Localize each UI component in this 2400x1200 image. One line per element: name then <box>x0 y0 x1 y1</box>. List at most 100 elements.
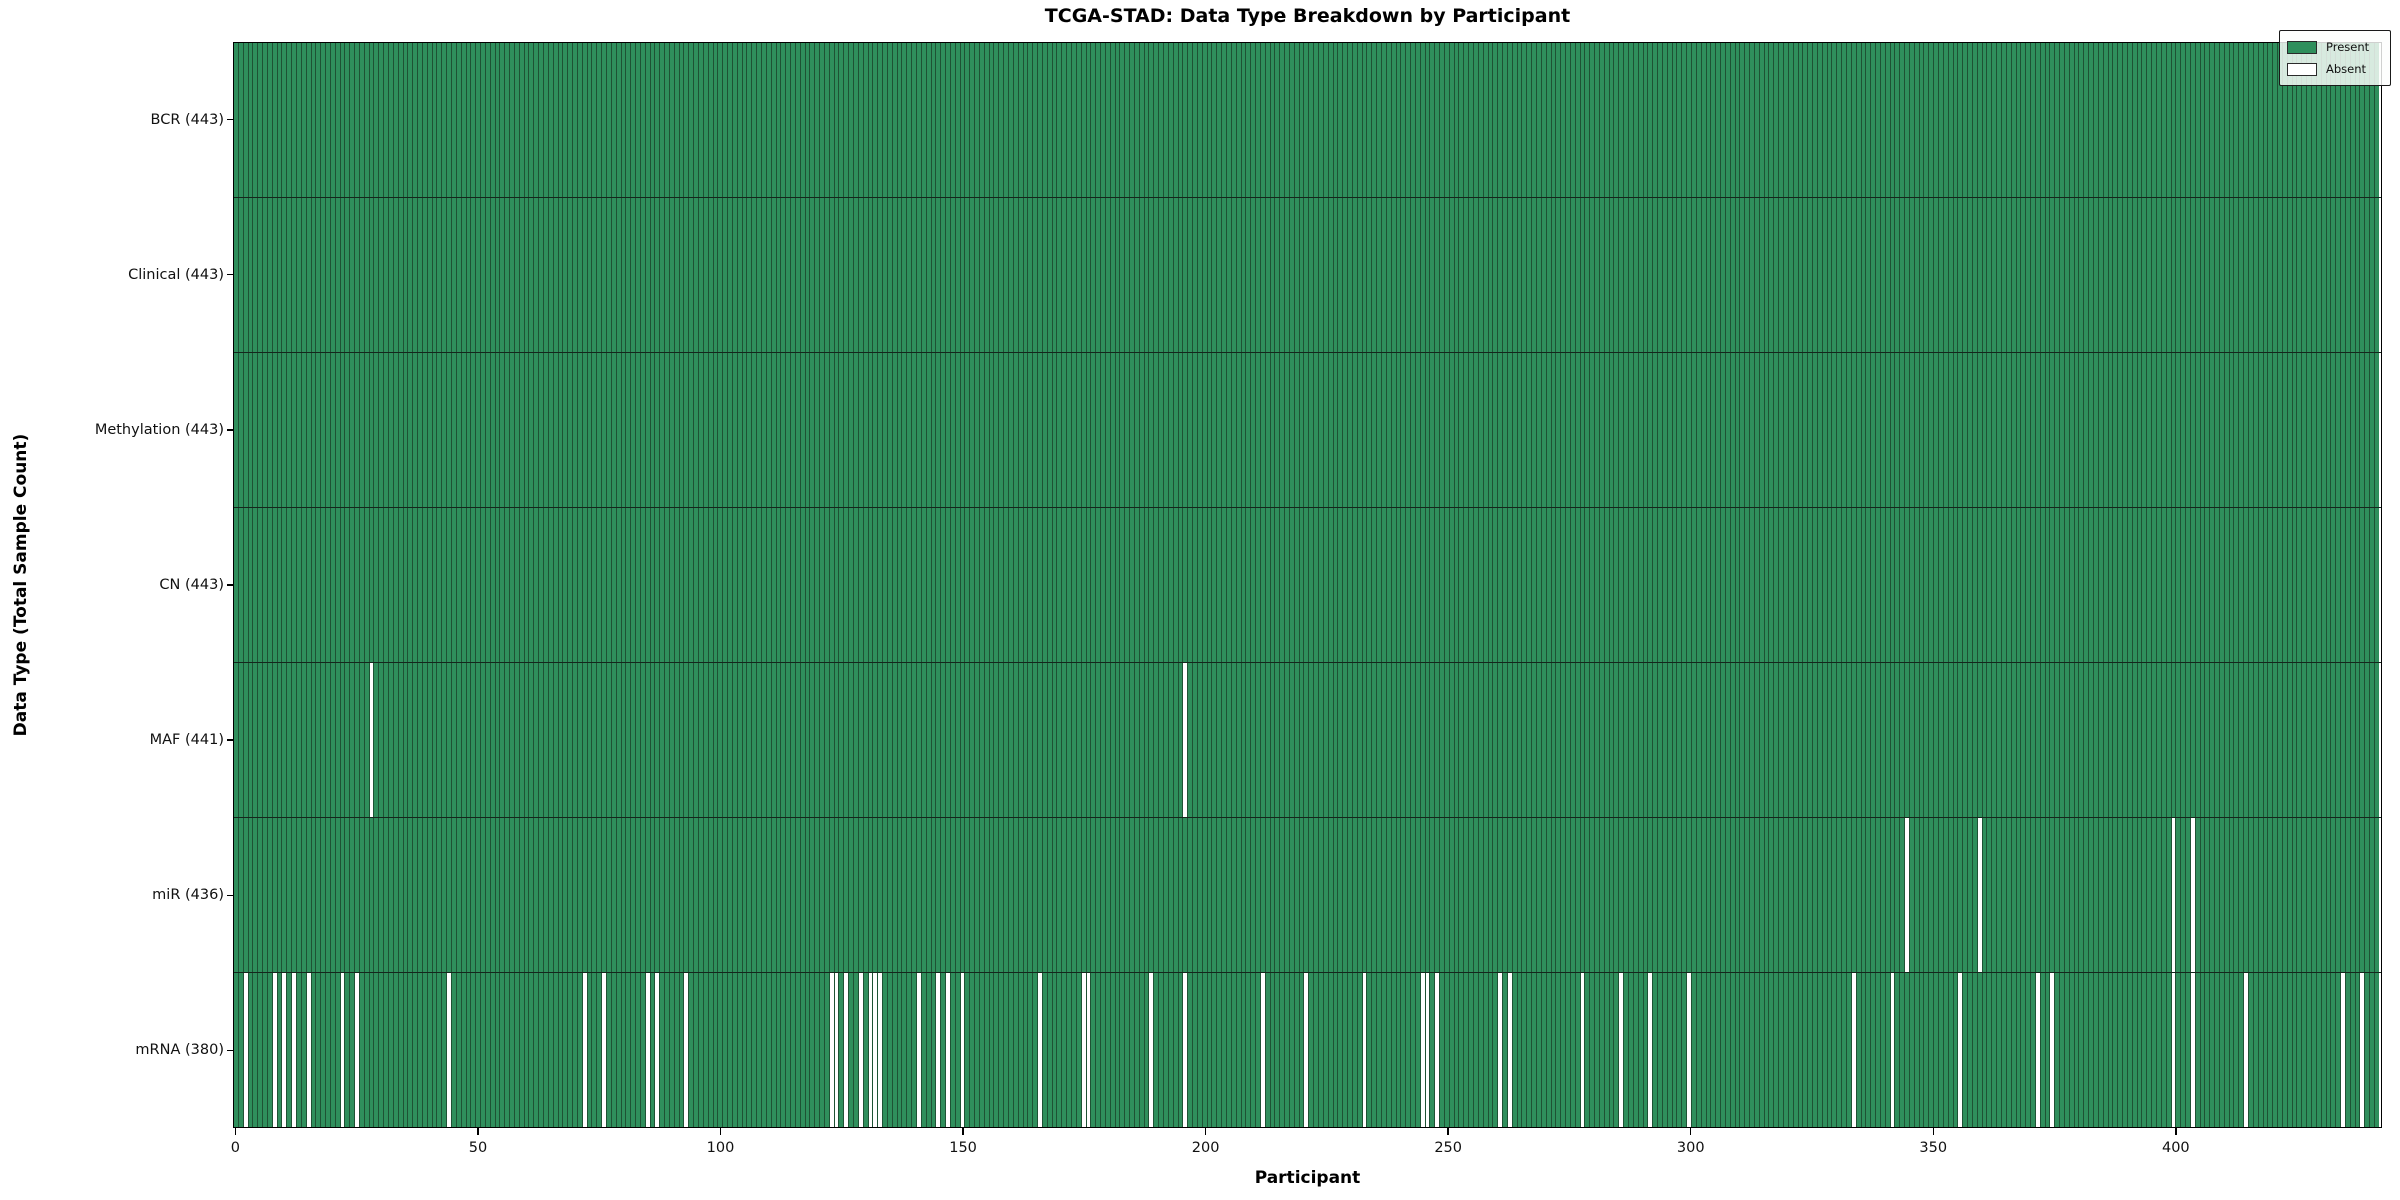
cell <box>2010 973 2016 1127</box>
cell <box>635 508 640 662</box>
cell <box>2078 198 2084 352</box>
cell <box>605 973 611 1127</box>
cell <box>354 353 359 507</box>
cell <box>1884 818 1890 972</box>
cell <box>1976 198 1982 352</box>
cell <box>790 508 795 662</box>
cell <box>504 973 510 1127</box>
cell <box>1826 818 1832 972</box>
cell <box>1807 508 1813 662</box>
cell <box>659 973 665 1127</box>
cell <box>383 973 388 1127</box>
cell <box>2223 818 2229 972</box>
cell <box>2286 198 2292 352</box>
cell <box>1410 508 1415 662</box>
cell <box>770 43 776 197</box>
cell <box>557 353 563 507</box>
cell <box>698 43 703 197</box>
cell <box>2325 198 2331 352</box>
cell <box>1395 43 1401 197</box>
cell <box>2310 43 2316 197</box>
cell <box>1104 508 1110 662</box>
cell <box>247 818 253 972</box>
cell <box>1255 663 1260 817</box>
cell <box>857 663 863 817</box>
cell <box>1487 973 1493 1127</box>
cell <box>2063 663 2069 817</box>
cell <box>1850 43 1856 197</box>
cell <box>373 663 379 817</box>
cell <box>969 818 975 972</box>
cell <box>1477 43 1483 197</box>
cell <box>2325 508 2331 662</box>
cell <box>363 663 369 817</box>
cell <box>494 198 500 352</box>
cell <box>2044 663 2050 817</box>
cell <box>412 508 418 662</box>
cell <box>1342 508 1348 662</box>
cell <box>1841 973 1846 1127</box>
cell <box>1632 508 1638 662</box>
cell <box>2044 43 2050 197</box>
cell <box>562 508 568 662</box>
cell <box>2141 43 2147 197</box>
cell <box>1046 663 1052 817</box>
cell <box>1555 508 1561 662</box>
cell <box>1109 508 1115 662</box>
cell <box>2214 973 2219 1127</box>
cell <box>1724 973 1730 1127</box>
cell <box>1758 508 1764 662</box>
cell <box>484 198 490 352</box>
cell <box>392 663 398 817</box>
cell <box>790 43 795 197</box>
cell <box>1569 663 1575 817</box>
cell <box>1100 43 1105 197</box>
cell <box>1225 353 1231 507</box>
cell <box>349 973 355 1127</box>
cell <box>383 43 388 197</box>
cell <box>1192 663 1197 817</box>
cell <box>2262 43 2268 197</box>
cell <box>1259 43 1265 197</box>
cell <box>1666 663 1672 817</box>
cell <box>601 663 606 817</box>
cell <box>814 973 820 1127</box>
cell <box>2078 353 2084 507</box>
cell <box>1419 818 1425 972</box>
cell <box>349 508 355 662</box>
cell <box>1269 508 1275 662</box>
cell <box>2146 973 2152 1127</box>
cell <box>1012 43 1018 197</box>
cell <box>1182 663 1188 817</box>
cell <box>1337 198 1343 352</box>
cell <box>1875 198 1880 352</box>
cell <box>2151 353 2156 507</box>
cell <box>344 508 350 662</box>
cell <box>441 353 447 507</box>
cell <box>1187 973 1193 1127</box>
cell <box>959 663 965 817</box>
cell <box>809 198 815 352</box>
cell <box>2078 43 2084 197</box>
cell <box>2073 973 2079 1127</box>
cell <box>1439 43 1444 197</box>
cell <box>247 43 253 197</box>
cell <box>2228 663 2234 817</box>
cell <box>417 353 422 507</box>
cell <box>1569 973 1575 1127</box>
cell <box>1167 353 1173 507</box>
cell <box>1163 353 1168 507</box>
cell <box>450 43 456 197</box>
cell <box>790 663 795 817</box>
cell <box>2093 973 2098 1127</box>
cell <box>1768 973 1774 1127</box>
cell <box>698 818 703 972</box>
cell <box>794 43 800 197</box>
cell <box>1802 43 1808 197</box>
cell <box>688 508 694 662</box>
cell <box>581 973 587 1127</box>
cell <box>286 43 292 197</box>
cell <box>2025 663 2031 817</box>
cell <box>1535 508 1541 662</box>
cell <box>1061 43 1067 197</box>
